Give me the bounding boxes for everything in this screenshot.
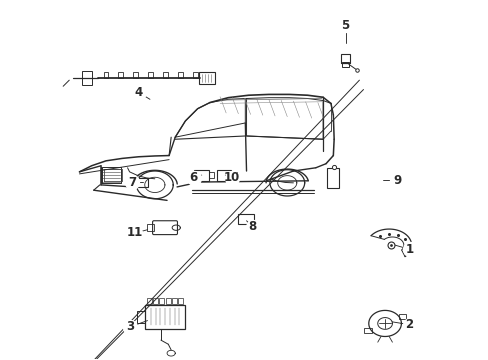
Bar — [136, 178, 148, 187]
Bar — [159, 298, 164, 304]
Bar — [238, 214, 253, 224]
Bar — [193, 170, 208, 181]
Text: 11: 11 — [127, 226, 143, 239]
Bar — [103, 72, 108, 78]
Bar — [165, 298, 170, 304]
Text: 5: 5 — [341, 19, 349, 32]
Text: 3: 3 — [126, 320, 134, 333]
Bar — [118, 72, 123, 78]
Bar — [133, 72, 138, 78]
Bar — [217, 170, 231, 181]
Text: 9: 9 — [392, 174, 401, 186]
Bar — [137, 311, 145, 323]
Bar — [231, 172, 237, 178]
Bar — [144, 305, 185, 329]
Bar — [364, 328, 371, 333]
Bar — [208, 172, 213, 178]
Text: 6: 6 — [189, 171, 197, 184]
Bar — [341, 54, 349, 63]
Text: 1: 1 — [405, 243, 413, 256]
Text: 10: 10 — [224, 171, 240, 184]
Text: 7: 7 — [128, 176, 136, 189]
Bar — [147, 298, 152, 304]
Bar — [326, 168, 338, 188]
Bar — [163, 72, 168, 78]
Bar — [193, 72, 198, 78]
Bar — [153, 298, 158, 304]
Bar — [171, 298, 176, 304]
Text: 4: 4 — [134, 86, 142, 99]
Bar — [82, 71, 92, 85]
Bar — [199, 72, 215, 84]
Text: 8: 8 — [248, 220, 256, 233]
Bar — [178, 72, 183, 78]
Bar — [148, 72, 153, 78]
Bar — [398, 314, 405, 319]
Text: 2: 2 — [405, 318, 413, 331]
Bar — [147, 224, 154, 231]
Bar — [178, 298, 183, 304]
Bar — [342, 62, 348, 67]
